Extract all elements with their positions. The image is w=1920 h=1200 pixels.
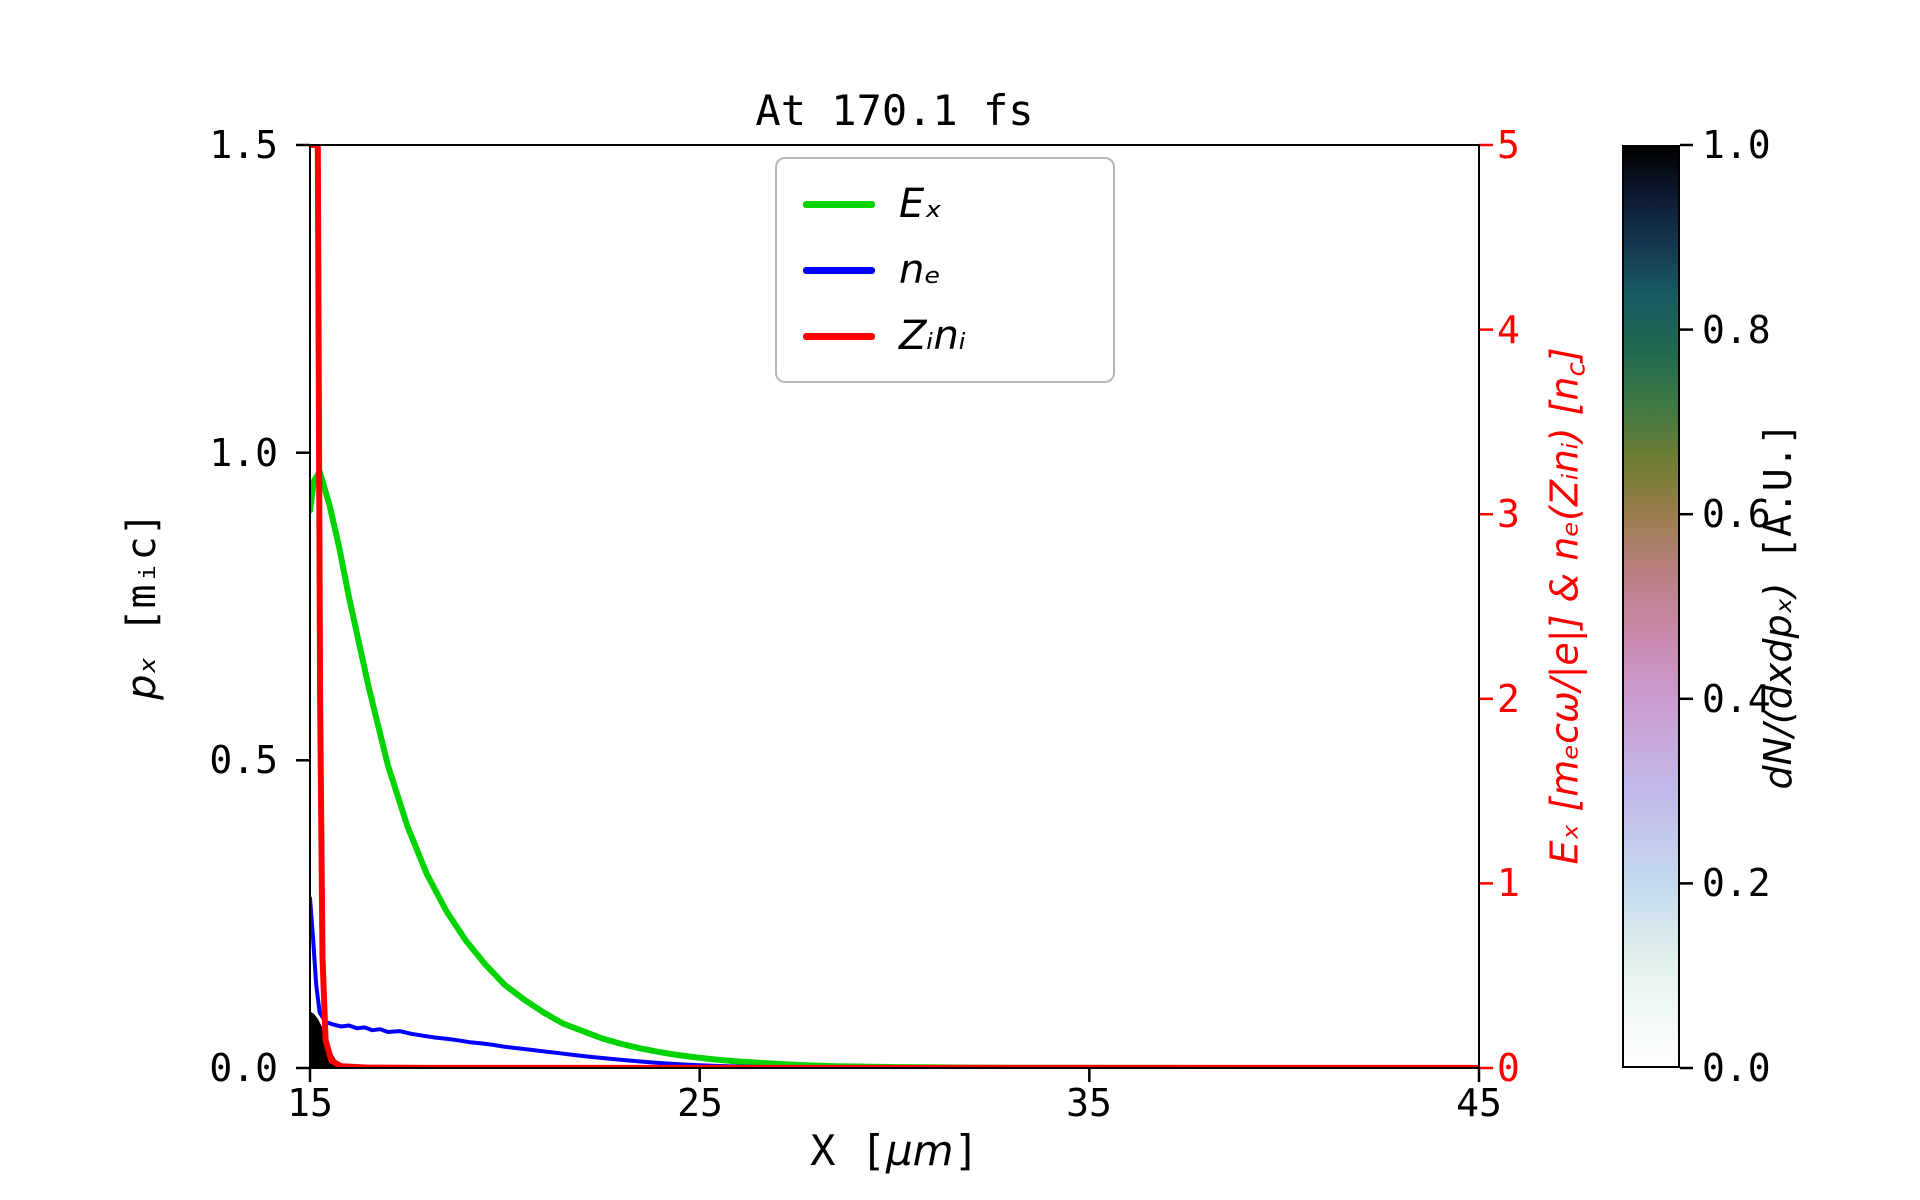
legend-line-zini — [803, 332, 875, 340]
colorbar-tick-0: 0.0 — [1702, 1046, 1771, 1090]
colorbar-tick-4: 0.8 — [1702, 308, 1771, 352]
legend: Eₓ nₑ Zᵢnᵢ — [775, 157, 1115, 383]
y-right-tick-5: 5 — [1497, 123, 1520, 167]
x-axis-label-pre: X [ — [810, 1126, 886, 1175]
plot-title: At 170.1 fs — [755, 86, 1034, 135]
y-right-tick-4: 4 — [1497, 308, 1520, 352]
y-axis-left-label: pₓ [mᵢc] — [119, 512, 165, 700]
x-tick-3: 45 — [1456, 1081, 1502, 1125]
y-right-tick-1: 1 — [1497, 861, 1520, 905]
x-axis-label: X [μm] — [310, 1126, 1479, 1175]
colorbar-label-units: [A.U.] — [1756, 422, 1800, 583]
y-left-label-symbol: pₓ — [119, 656, 165, 700]
legend-line-ne — [803, 266, 875, 274]
y-left-tick-2: 1.0 — [209, 431, 278, 475]
legend-label-ne: nₑ — [899, 247, 942, 293]
colorbar-tick-1: 0.2 — [1702, 861, 1771, 905]
y-right-label-pre: Eₓ [mₑcω/|e|] & nₑ(Zᵢnᵢ) [n — [1542, 376, 1587, 865]
y-left-tick-1: 0.5 — [209, 738, 278, 782]
y-right-tick-0: 0 — [1497, 1046, 1520, 1090]
y-left-label-units: [mᵢc] — [119, 512, 165, 657]
legend-label-ex: Eₓ — [899, 181, 943, 227]
y-left-tick-3: 1.5 — [209, 123, 278, 167]
colorbar-tick-5: 1.0 — [1702, 123, 1771, 167]
y-right-tick-2: 2 — [1497, 677, 1520, 721]
x-axis-label-unit: μm — [885, 1126, 954, 1175]
y-right-label-post: ] — [1542, 347, 1587, 363]
colorbar-label-symbol: dN/(dxdpₓ) — [1756, 582, 1800, 790]
legend-label-zini: Zᵢnᵢ — [899, 313, 967, 359]
x-axis-label-post: ] — [953, 1126, 979, 1175]
x-tick-2: 35 — [1066, 1081, 1112, 1125]
colorbar-tick-2: 0.4 — [1702, 677, 1771, 721]
y-left-tick-0: 0.0 — [209, 1046, 278, 1090]
legend-item-zini: Zᵢnᵢ — [803, 316, 1087, 356]
x-tick-0: 15 — [287, 1081, 333, 1125]
legend-line-ex — [803, 200, 875, 208]
y-axis-right-label: Eₓ [mₑcω/|e|] & nₑ(Zᵢnᵢ) [nc] — [1542, 347, 1591, 864]
colorbar-tick-3: 0.6 — [1702, 492, 1771, 536]
y-right-label-sub: c — [1561, 362, 1592, 377]
x-tick-1: 25 — [677, 1081, 723, 1125]
legend-item-ex: Eₓ — [803, 184, 1087, 224]
legend-item-ne: nₑ — [803, 250, 1087, 290]
colorbar-label: dN/(dxdpₓ) [A.U.] — [1756, 423, 1800, 790]
colorbar — [1622, 145, 1680, 1068]
y-right-tick-3: 3 — [1497, 492, 1520, 536]
